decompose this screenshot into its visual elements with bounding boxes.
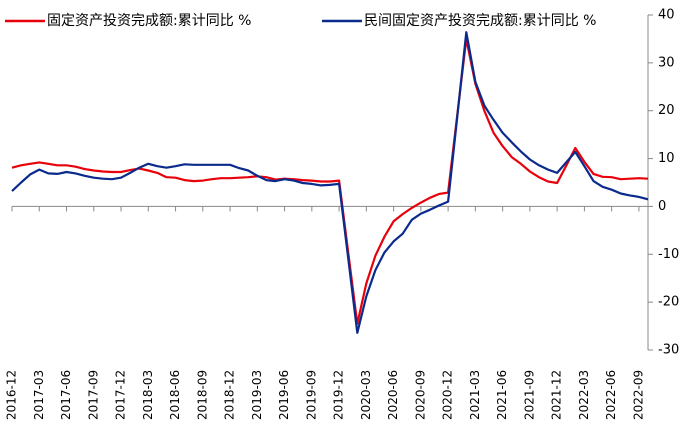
x-tick-label: 2017-06 xyxy=(59,370,73,420)
x-tick-label: 2019-06 xyxy=(277,370,291,420)
y-tick-label: -30 xyxy=(658,343,679,358)
x-tick-label: 2022-09 xyxy=(631,370,645,420)
x-tick-label: 2020-09 xyxy=(413,370,427,420)
y-tick-label: 20 xyxy=(658,103,675,118)
y-tick-label: -20 xyxy=(658,295,679,310)
x-tick-label: 2018-09 xyxy=(195,370,209,420)
x-tick-label: 2018-12 xyxy=(223,370,237,420)
x-tick-label: 2019-03 xyxy=(250,370,264,420)
x-tick-label: 2017-03 xyxy=(32,370,46,420)
y-tick-label: -10 xyxy=(658,247,679,262)
x-tick-label: 2021-09 xyxy=(522,370,536,420)
x-tick-label: 2021-12 xyxy=(550,370,564,420)
series-line xyxy=(11,31,649,334)
x-tick-label: 2018-03 xyxy=(141,370,155,420)
y-tick-label: 0 xyxy=(658,199,666,214)
y-tick-label: 40 xyxy=(658,8,675,23)
x-tick-label: 2018-06 xyxy=(168,370,182,420)
y-tick-label: 30 xyxy=(658,55,675,70)
x-tick-label: 2017-12 xyxy=(114,370,128,420)
y-tick-label: 10 xyxy=(658,151,675,166)
x-tick-label: 2019-12 xyxy=(332,370,346,420)
x-tick-label: 2021-03 xyxy=(468,370,482,420)
x-tick-label: 2021-06 xyxy=(495,370,509,420)
x-tick-label: 2017-09 xyxy=(86,370,100,420)
x-tick-label: 2022-06 xyxy=(604,370,618,420)
x-tick-label: 2022-03 xyxy=(577,370,591,420)
legend-label: 固定资产投资完成额:累计同比 % xyxy=(47,13,251,29)
x-tick-label: 2019-09 xyxy=(304,370,318,420)
legend-label: 民间固定资产投资完成额:累计同比 % xyxy=(364,13,596,29)
x-tick-label: 2020-03 xyxy=(359,370,373,420)
x-tick-label: 2016-12 xyxy=(5,370,19,420)
x-tick-label: 2020-06 xyxy=(386,370,400,420)
x-tick-label: 2020-12 xyxy=(441,370,455,420)
series-line xyxy=(11,37,649,325)
